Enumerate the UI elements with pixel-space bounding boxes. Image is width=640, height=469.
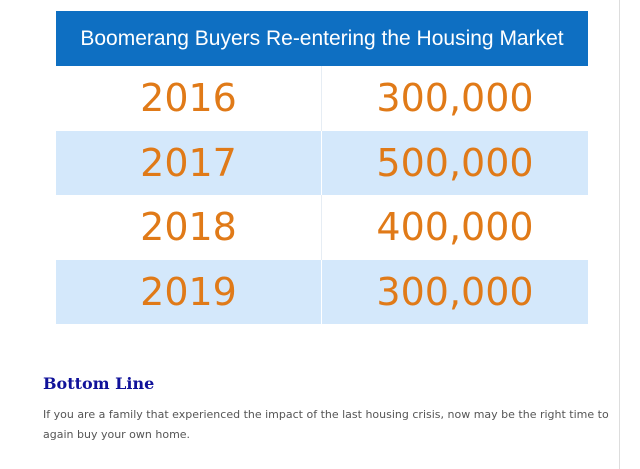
buyers-count-cell: 400,000 (376, 205, 534, 249)
buyers-count-cell: 300,000 (376, 76, 534, 120)
buyers-count-cell: 500,000 (376, 140, 534, 185)
year-cell: 2017 (56, 130, 322, 195)
bottom-line-paragraph: If you are a family that experienced the… (43, 408, 609, 441)
table-body: 2016 300,000 2017 500,000 2018 400,000 2019 300… (56, 66, 588, 324)
bottom-line-heading: Bottom Line (43, 374, 155, 393)
year-cell: 2019 (56, 259, 322, 324)
table-row: 2017 500,000 (56, 130, 588, 195)
table-row: 2019 300,000 (56, 259, 588, 324)
buyers-count-cell: 300,000 (376, 269, 534, 314)
table-row: 2018 400,000 (56, 195, 588, 260)
table-row: 2016 300,000 (56, 66, 588, 131)
year-cell: 2018 (56, 195, 322, 260)
boomerang-buyers-table: Boomerang Buyers Re-entering the Housing… (56, 11, 588, 324)
page-right-border (619, 0, 620, 469)
table-title: Boomerang Buyers Re-entering the Housing… (56, 11, 588, 66)
year-cell: 2016 (56, 66, 322, 131)
